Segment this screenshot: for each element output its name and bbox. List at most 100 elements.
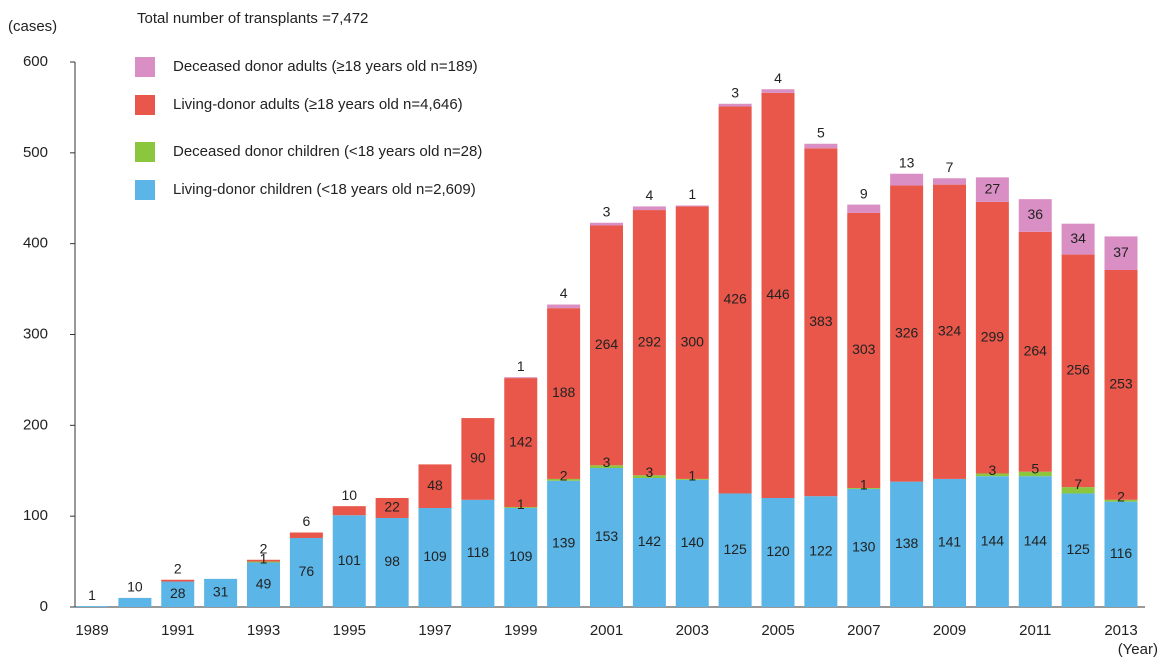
value-label: 49 [256, 575, 272, 591]
bar-segment [761, 498, 795, 607]
value-label: 2 [174, 560, 182, 576]
value-label: 2 [260, 540, 268, 556]
bar-segment [504, 507, 538, 508]
bar-segment [1104, 499, 1138, 502]
value-label: 426 [723, 291, 747, 307]
value-label: 6 [302, 513, 310, 529]
value-label: 116 [1110, 545, 1133, 561]
bar-segment [675, 479, 709, 607]
value-label: 5 [1031, 460, 1039, 476]
legend-label: Deceased donor adults (≥18 years old n=1… [173, 58, 478, 75]
bar-segment [847, 212, 881, 489]
x-tick-label: 2003 [676, 622, 709, 639]
value-label: 7 [1074, 476, 1082, 492]
bar-segment [1018, 231, 1052, 472]
value-label: 264 [1024, 342, 1048, 358]
value-label: 1 [517, 358, 525, 374]
legend-swatch [135, 142, 155, 162]
value-label: 13 [899, 154, 915, 170]
value-label: 130 [852, 539, 876, 555]
x-tick-label: 2007 [847, 622, 880, 639]
bar-segment [1061, 223, 1095, 255]
bar-segment [461, 418, 495, 500]
legend-swatch [135, 57, 155, 77]
legend-swatch [135, 180, 155, 200]
value-label: 3 [988, 462, 996, 478]
x-tick-label: 2009 [933, 622, 966, 639]
bar-segment [632, 475, 666, 479]
bar-segment [1061, 487, 1095, 494]
bar-segment [1018, 476, 1052, 607]
bar-segment [761, 89, 795, 93]
value-label: 125 [1066, 541, 1090, 557]
y-axis-label: (cases) [8, 18, 57, 35]
value-label: 31 [213, 584, 229, 600]
bar-segment [718, 106, 752, 494]
value-label: 122 [809, 542, 833, 558]
bar-segment [975, 473, 1009, 477]
bar-segment [161, 581, 195, 607]
value-label: 299 [981, 328, 1005, 344]
bar-segment [247, 561, 280, 563]
bar-segment [289, 537, 323, 607]
value-label: 9 [860, 185, 868, 201]
value-label: 2 [1117, 489, 1125, 505]
bar-segment [1061, 254, 1095, 488]
y-tick-label: 0 [40, 598, 48, 615]
bar-segment [375, 498, 409, 518]
bar-segment [504, 378, 538, 508]
value-label: 4 [560, 285, 568, 301]
value-label: 264 [595, 336, 619, 352]
bar-segment [332, 506, 366, 516]
value-label: 326 [895, 324, 919, 340]
bar-segment [375, 517, 409, 607]
value-label: 140 [681, 534, 705, 550]
value-label: 324 [938, 322, 962, 338]
value-label: 1 [260, 550, 268, 566]
value-label: 90 [470, 450, 486, 466]
bar-segment [933, 478, 966, 607]
y-tick-label: 100 [23, 507, 48, 524]
bar-segment [718, 103, 752, 107]
value-label: 3 [645, 464, 653, 480]
bar-segment [632, 206, 666, 211]
y-tick-label: 600 [23, 53, 48, 70]
bar-segment [761, 92, 795, 498]
bar-segment [590, 222, 623, 226]
y-tick-label: 400 [23, 235, 48, 252]
bar-segment [247, 562, 280, 607]
bar-segment [890, 185, 924, 482]
value-label: 303 [852, 341, 876, 357]
value-label: 22 [384, 499, 400, 515]
value-label: 142 [638, 533, 662, 549]
value-label: 4 [645, 187, 653, 203]
value-label: 253 [1109, 376, 1133, 392]
bar-segment [504, 507, 538, 607]
bar-segment [590, 468, 623, 607]
value-label: 142 [509, 433, 533, 449]
bar-segment [504, 377, 538, 379]
bar-segment [804, 496, 838, 607]
bar-segment [1104, 270, 1138, 500]
bar-segment [632, 478, 666, 607]
chart-title: Total number of transplants =7,472 [137, 10, 368, 27]
bar-segment [204, 578, 238, 607]
bar-segment [675, 205, 709, 207]
value-label: 36 [1027, 206, 1043, 222]
value-label: 139 [552, 535, 576, 551]
value-label: 188 [552, 384, 576, 400]
value-label: 383 [809, 313, 833, 329]
value-label: 1 [517, 496, 525, 512]
y-tick-label: 500 [23, 144, 48, 161]
bar-segment [975, 201, 1009, 474]
value-label: 28 [170, 585, 186, 601]
bar-segment [804, 143, 838, 149]
bar-segment [289, 532, 323, 538]
bar-segment [118, 597, 152, 607]
bar-segment [247, 559, 280, 562]
bar-segment [547, 478, 581, 481]
value-label: 48 [427, 477, 443, 493]
value-label: 34 [1070, 230, 1086, 246]
legend-label: Deceased donor children (<18 years old n… [173, 143, 482, 160]
